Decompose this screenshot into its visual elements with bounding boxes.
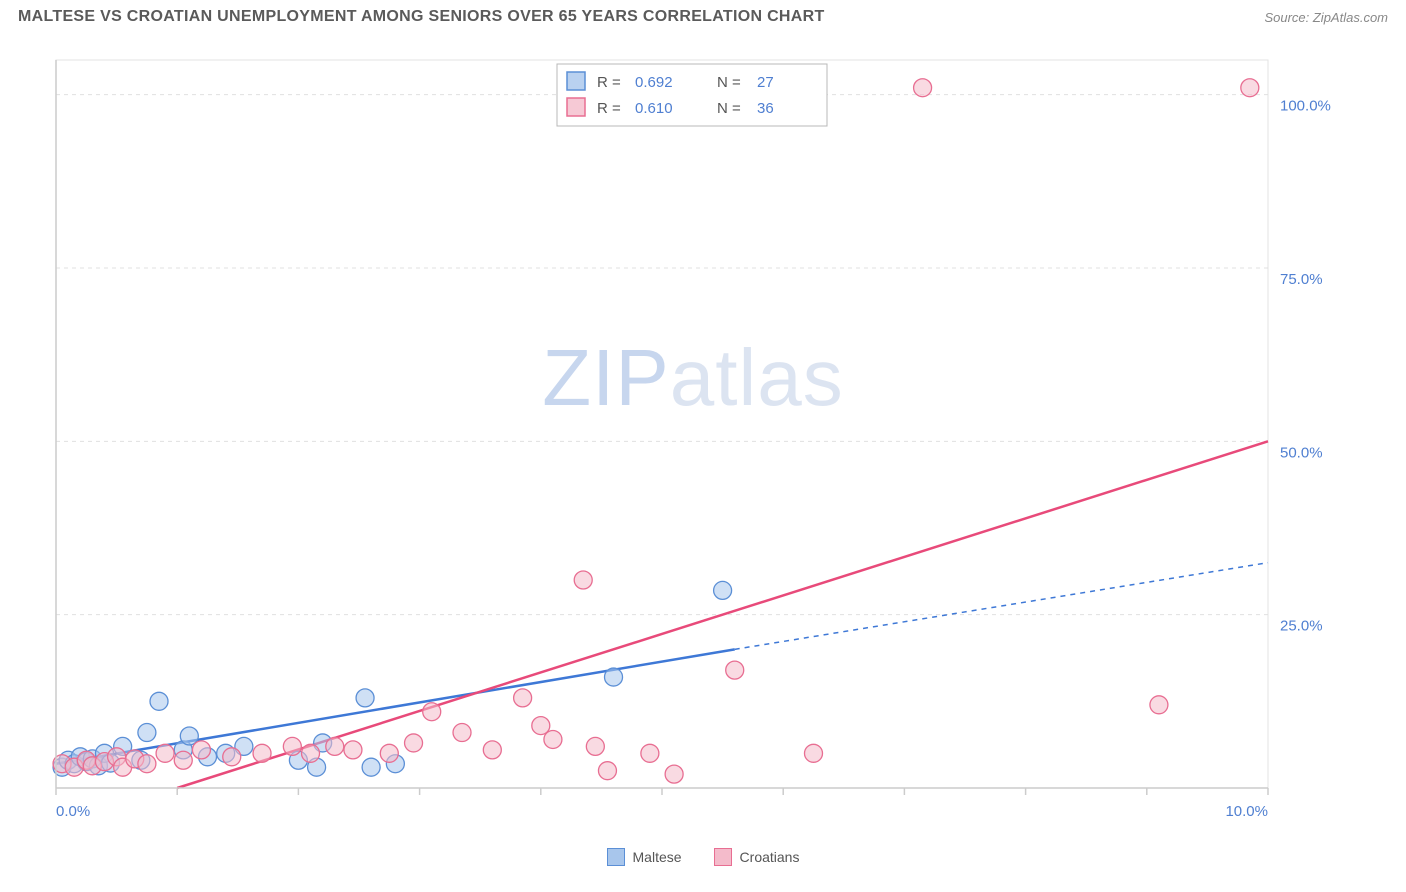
chart-wrapper: Unemployment Among Seniors over 65 years… (0, 40, 1406, 870)
svg-text:N =: N = (717, 74, 741, 91)
svg-text:N =: N = (717, 100, 741, 117)
source-label: Source: ZipAtlas.com (1264, 10, 1388, 25)
bottom-legend: Maltese Croatians (0, 848, 1406, 866)
legend-item-croatians: Croatians (714, 848, 800, 866)
title-bar: MALTESE VS CROATIAN UNEMPLOYMENT AMONG S… (0, 0, 1406, 32)
legend-swatch-maltese (607, 848, 625, 866)
legend-item-maltese: Maltese (607, 848, 682, 866)
svg-text:50.0%: 50.0% (1280, 444, 1323, 461)
svg-text:0.0%: 0.0% (56, 803, 90, 820)
plot-area: 25.0% 50.0% 75.0% 100.0% 0.0% 10.0% R = 0.692 N … (48, 50, 1338, 830)
scatter-chart-svg: 25.0% 50.0% 75.0% 100.0% 0.0% 10.0% R = 0.692 N … (48, 50, 1338, 830)
svg-text:10.0%: 10.0% (1225, 803, 1268, 820)
legend-label-croatians: Croatians (740, 849, 800, 865)
svg-text:0.610: 0.610 (635, 100, 673, 117)
svg-text:36: 36 (757, 100, 774, 117)
svg-text:0.692: 0.692 (635, 74, 673, 91)
svg-text:25.0%: 25.0% (1280, 618, 1323, 635)
legend-swatch-croatians (714, 848, 732, 866)
svg-text:75.0%: 75.0% (1280, 271, 1323, 288)
svg-text:100.0%: 100.0% (1280, 98, 1331, 115)
legend-label-maltese: Maltese (633, 849, 682, 865)
svg-text:27: 27 (757, 74, 774, 91)
chart-title: MALTESE VS CROATIAN UNEMPLOYMENT AMONG S… (18, 8, 825, 26)
svg-text:R =: R = (597, 100, 621, 117)
svg-text:R =: R = (597, 74, 621, 91)
